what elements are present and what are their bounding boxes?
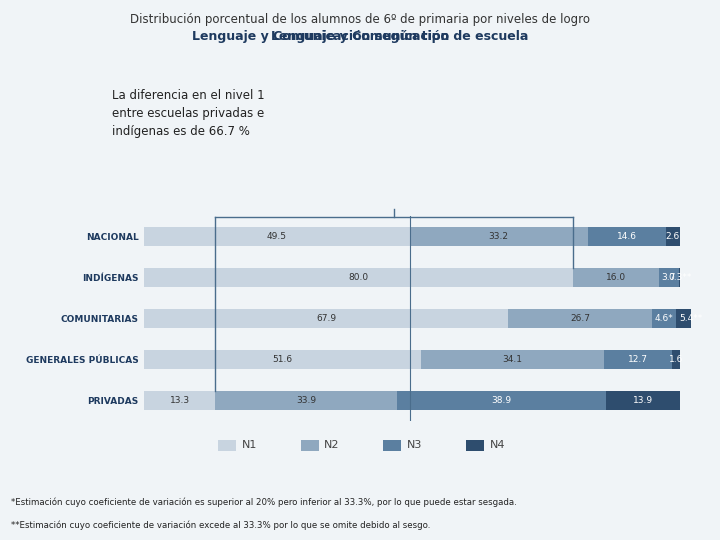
Text: 2.6: 2.6 <box>666 232 680 241</box>
Text: 5.4**: 5.4** <box>679 314 702 323</box>
Bar <box>410 227 588 246</box>
Text: 1.6: 1.6 <box>669 355 683 364</box>
Bar <box>676 309 705 328</box>
Text: Lenguaje y Comunicación: Lenguaje y Comunicación <box>271 30 449 43</box>
Text: Distribución porcentual de los alumnos de 6º de primaria por niveles de logro: Distribución porcentual de los alumnos d… <box>130 14 590 26</box>
Text: 33.9: 33.9 <box>296 396 316 405</box>
Text: 33.2: 33.2 <box>489 232 508 241</box>
Text: 26.7: 26.7 <box>570 314 590 323</box>
Text: 67.9: 67.9 <box>316 314 336 323</box>
Text: 3.7: 3.7 <box>662 273 676 282</box>
Text: 80.0: 80.0 <box>348 273 369 282</box>
Text: 49.5: 49.5 <box>267 232 287 241</box>
Bar <box>606 392 680 410</box>
Bar <box>659 268 679 287</box>
Bar <box>215 392 397 410</box>
Bar <box>144 350 420 369</box>
Text: 0.3**: 0.3** <box>668 273 691 282</box>
Text: N1: N1 <box>242 441 257 450</box>
Text: 13.9: 13.9 <box>633 396 653 405</box>
Bar <box>666 227 680 246</box>
Text: 13.3: 13.3 <box>170 396 190 405</box>
Bar <box>652 309 676 328</box>
Bar <box>573 268 659 287</box>
Bar <box>144 392 215 410</box>
Bar <box>144 268 573 287</box>
Text: N4: N4 <box>490 441 505 450</box>
Text: *Estimación cuyo coeficiente de variación es superior al 20% pero inferior al 33: *Estimación cuyo coeficiente de variació… <box>11 497 516 507</box>
Bar <box>420 350 604 369</box>
Text: N3: N3 <box>408 441 423 450</box>
Bar <box>679 268 680 287</box>
Text: N2: N2 <box>324 441 340 450</box>
Text: 16.0: 16.0 <box>606 273 626 282</box>
Text: 14.6: 14.6 <box>617 232 636 241</box>
Bar <box>672 350 680 369</box>
Bar <box>397 392 606 410</box>
Text: 51.6: 51.6 <box>272 355 292 364</box>
Bar <box>604 350 672 369</box>
Text: 34.1: 34.1 <box>503 355 522 364</box>
Bar <box>588 227 666 246</box>
Text: 12.7: 12.7 <box>628 355 648 364</box>
Bar <box>508 309 652 328</box>
Text: La diferencia en el nivel 1
entre escuelas privadas e
indígenas es de 66.7 %: La diferencia en el nivel 1 entre escuel… <box>112 89 264 138</box>
Bar <box>144 227 410 246</box>
Text: **Estimación cuyo coeficiente de variación excede al 33.3% por lo que se omite d: **Estimación cuyo coeficiente de variaci… <box>11 520 430 530</box>
Text: Lenguaje y Comunicación según tipo de escuela: Lenguaje y Comunicación según tipo de es… <box>192 30 528 43</box>
Text: 4.6*: 4.6* <box>654 314 673 323</box>
Text: 38.9: 38.9 <box>492 396 512 405</box>
Bar <box>144 309 508 328</box>
